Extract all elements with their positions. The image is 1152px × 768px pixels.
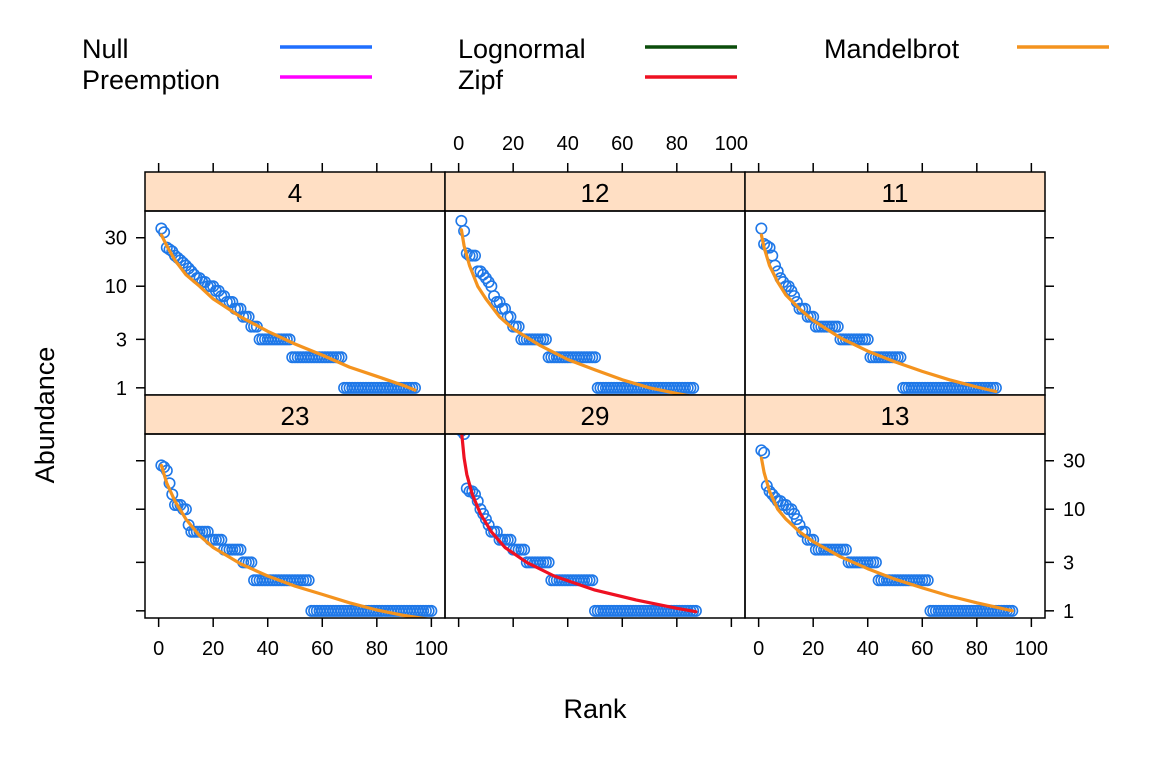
data-point: [588, 351, 601, 364]
data-point: [861, 333, 874, 346]
panel-strip-label: 23: [281, 401, 310, 431]
x-tick-label: 40: [557, 133, 579, 155]
data-point: [586, 574, 599, 587]
fit-curve-mandelbrot: [159, 463, 432, 618]
data-point: [498, 302, 511, 315]
y-tick-label: 30: [105, 228, 127, 250]
panel-strip: [744, 394, 1046, 435]
y-axis-title: Abundance: [30, 347, 60, 484]
y-tick-label: 30: [1063, 451, 1085, 473]
x-tick-label: 100: [1015, 638, 1048, 660]
data-point: [755, 222, 768, 235]
x-tick-label: 100: [415, 638, 448, 660]
x-tick-label: 0: [453, 133, 464, 155]
y-tick-label: 10: [105, 276, 127, 298]
data-point: [760, 239, 773, 252]
panel-frame: [744, 210, 1046, 396]
fit-curve-mandelbrot: [759, 233, 998, 394]
y-tick-label: 10: [1063, 499, 1085, 521]
legend-label-null: Null: [82, 34, 129, 64]
panel-strip-label: 12: [581, 178, 610, 208]
x-tick-label: 80: [666, 133, 688, 155]
data-point: [234, 543, 247, 556]
data-point: [921, 574, 934, 587]
x-tick-label: 100: [715, 133, 748, 155]
data-point: [518, 543, 531, 556]
data-point: [542, 556, 555, 569]
fit-curve-mandelbrot: [459, 228, 694, 395]
x-tick-label: 0: [753, 638, 764, 660]
panel-strip: [444, 394, 746, 435]
panel-frame: [744, 433, 1046, 619]
panel-frame: [144, 210, 446, 396]
data-point: [831, 320, 844, 333]
y-tick-label: 3: [1063, 552, 1074, 574]
fit-curve-mandelbrot: [159, 233, 417, 392]
data-point: [455, 214, 468, 227]
x-tick-label: 40: [257, 638, 279, 660]
x-tick-label: 60: [911, 638, 933, 660]
x-tick-label: 20: [202, 638, 224, 660]
fit-curve-zipf: [460, 434, 698, 614]
panel-4: 4: [144, 171, 446, 396]
data-point: [302, 574, 315, 587]
x-tick-label: 20: [802, 638, 824, 660]
panel-13: 13: [744, 394, 1046, 619]
x-tick-label: 60: [611, 133, 633, 155]
x-axis-title: Rank: [563, 694, 627, 724]
x-tick-label: 40: [857, 638, 879, 660]
panel-11: 11: [744, 171, 1046, 396]
legend-label-zipf: Zipf: [458, 65, 504, 95]
data-point: [458, 434, 471, 440]
panel-strip: [444, 171, 746, 212]
panel-strip-label: 11: [882, 178, 909, 208]
x-tick-label: 60: [311, 638, 333, 660]
legend-label-lognormal: Lognormal: [458, 34, 586, 64]
panel-23: 23: [144, 394, 446, 619]
data-point: [234, 302, 247, 315]
panel-strip-label: 13: [881, 401, 910, 431]
data-point: [839, 543, 852, 556]
y-tick-label: 1: [1063, 601, 1074, 623]
x-tick-label: 20: [502, 133, 524, 155]
panel-strip-label: 29: [581, 401, 610, 431]
data-point: [790, 513, 803, 526]
panel-29: 29: [444, 394, 746, 619]
data-point: [201, 525, 214, 538]
x-tick-label: 80: [966, 638, 988, 660]
legend-label-mandelbrot: Mandelbrot: [824, 34, 960, 64]
data-point: [755, 444, 768, 457]
data-point: [539, 333, 552, 346]
panel-strip-label: 4: [288, 178, 302, 208]
x-tick-label: 80: [366, 638, 388, 660]
data-point: [425, 604, 438, 617]
panel-strip: [744, 171, 1046, 212]
data-point: [468, 249, 481, 262]
data-point: [687, 381, 700, 394]
data-point: [758, 446, 771, 459]
panel-grid: 4 12 11 23 29 13: [144, 171, 1046, 619]
legend-label-preemption: Preemption: [82, 65, 220, 95]
data-point: [166, 488, 179, 501]
panel-12: 12: [444, 171, 746, 396]
y-tick-label: 1: [116, 378, 127, 400]
panel-strip: [144, 171, 446, 212]
data-point: [869, 556, 882, 569]
y-tick-label: 3: [116, 329, 127, 351]
x-tick-label: 0: [153, 638, 164, 660]
fit-curve-mandelbrot: [759, 456, 1014, 613]
